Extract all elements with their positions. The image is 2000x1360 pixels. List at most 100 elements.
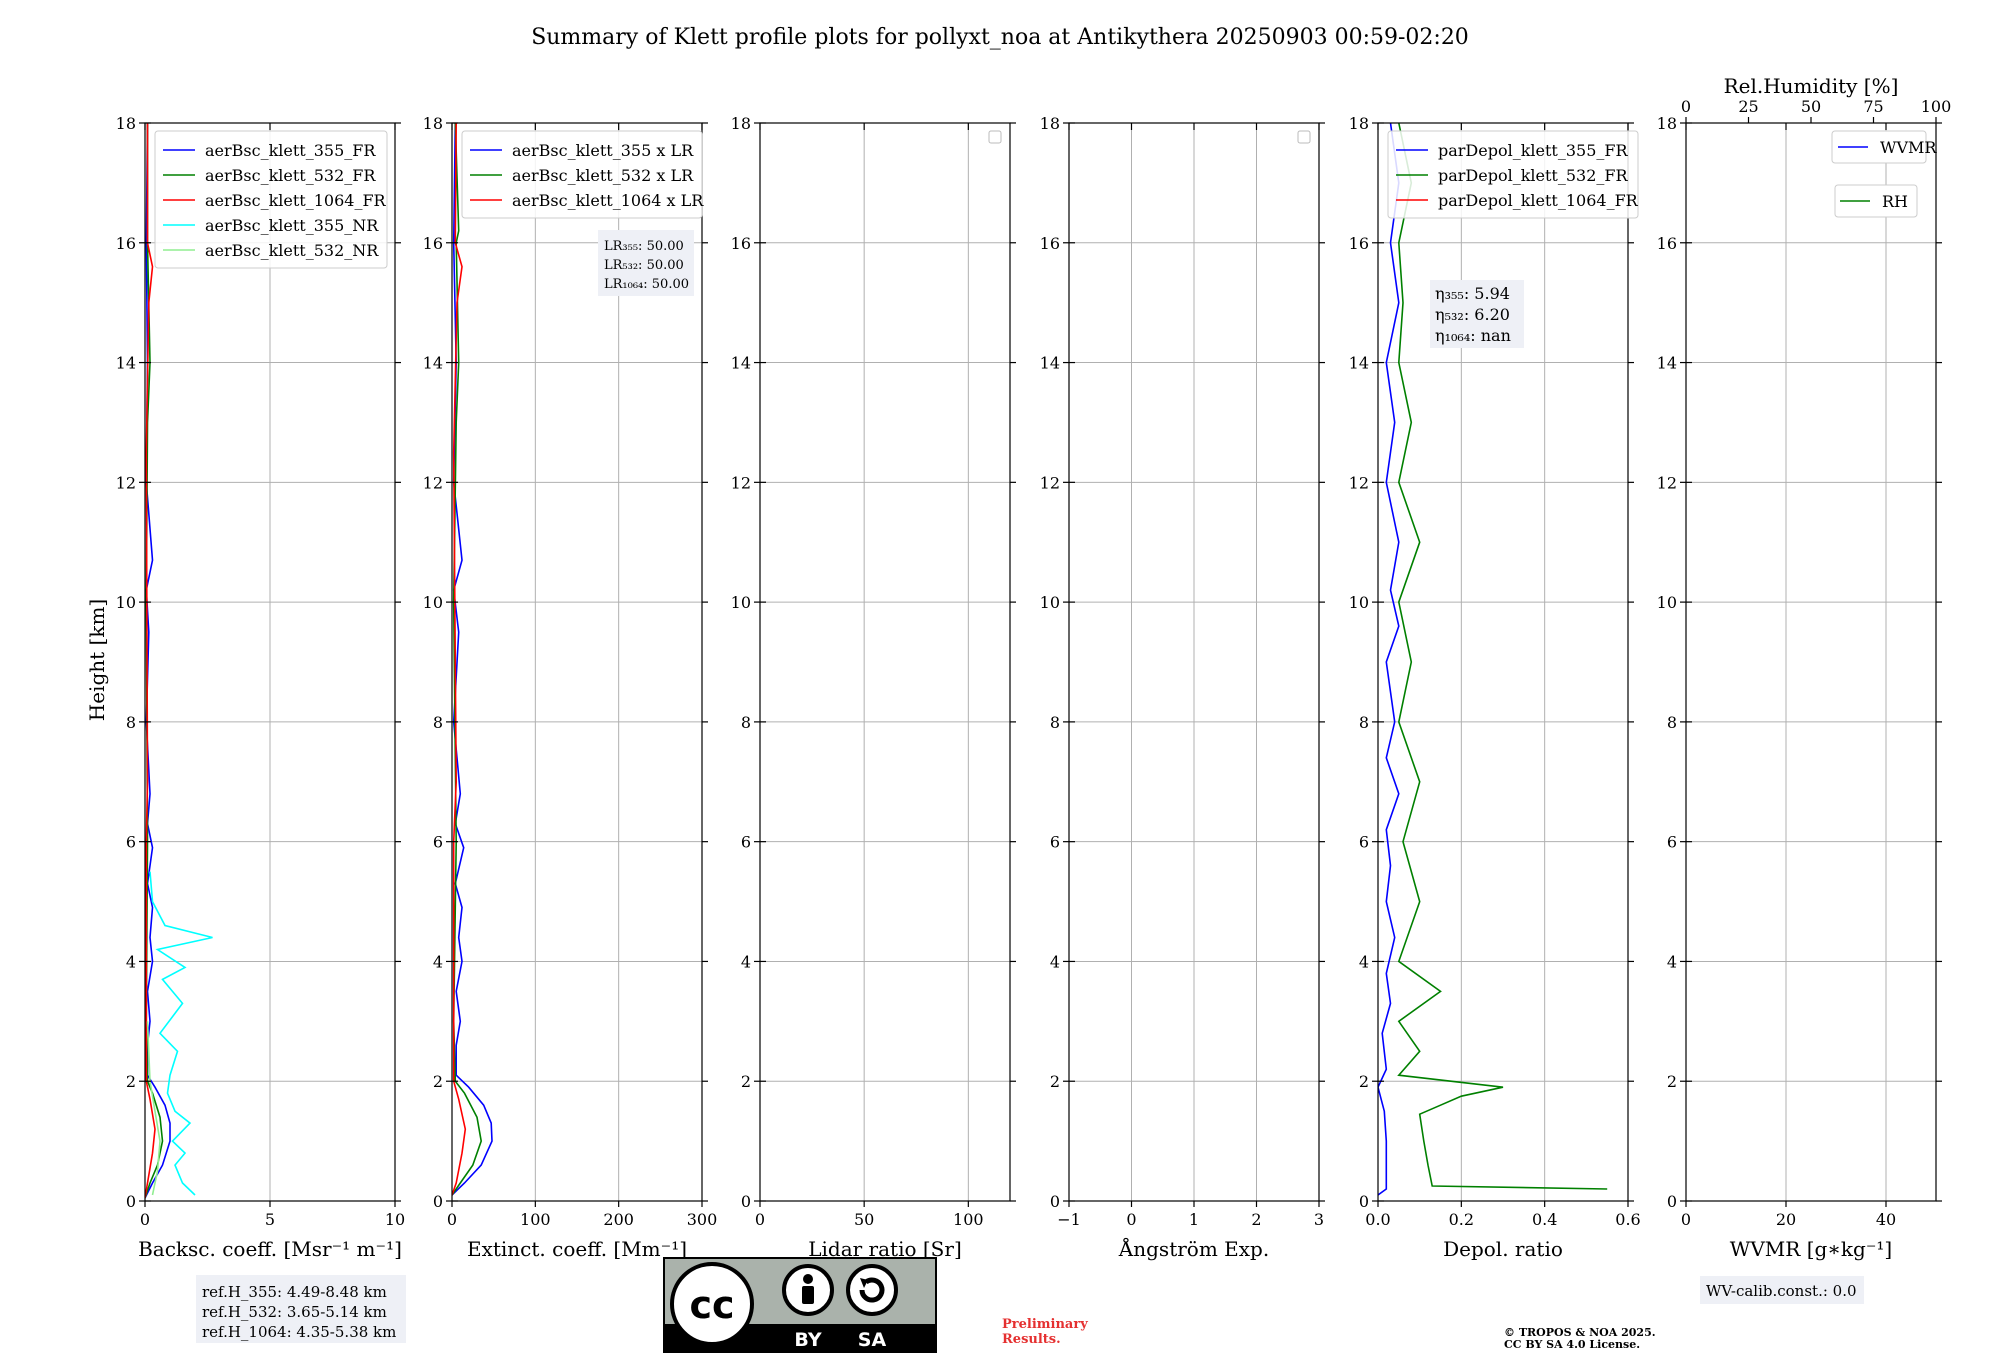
y-tick-label: 6 xyxy=(126,833,136,852)
eta-value: η₅₃₂: 6.20 xyxy=(1435,305,1510,324)
x-tick-label: 1 xyxy=(1189,1210,1199,1229)
y-tick-label: 10 xyxy=(1657,593,1677,612)
cc-logo-text: cc xyxy=(689,1283,734,1327)
legend: aerBsc_klett_355 x LR aerBsc_klett_532 x … xyxy=(461,130,704,219)
legend-entry: parDepol_klett_1064_FR xyxy=(1438,191,1639,210)
y-tick-label: 18 xyxy=(116,114,136,133)
legend-entry: parDepol_klett_532_FR xyxy=(1438,166,1629,185)
y-tick-label: 16 xyxy=(116,234,136,253)
y-tick-label: 2 xyxy=(1667,1072,1677,1091)
lidar-ratio-box-bg xyxy=(598,230,694,296)
y-tick-label: 14 xyxy=(1349,354,1369,373)
legend-entry: aerBsc_klett_355 x LR xyxy=(512,141,694,160)
axes-frame xyxy=(451,122,703,1202)
y-tick-label: 16 xyxy=(423,234,443,253)
series-group xyxy=(1378,123,1608,1196)
wv-calib-text: WV-calib.const.: 0.0 xyxy=(1706,1282,1857,1300)
y-tick-label: 0 xyxy=(1050,1192,1060,1211)
y-axis-label: Height [km] xyxy=(85,599,109,721)
y-tick-label: 18 xyxy=(423,114,443,133)
legend-entry: WVMR xyxy=(1880,138,1937,157)
x-tick-label: 100 xyxy=(520,1210,551,1229)
y-tick-label: 8 xyxy=(1050,713,1060,732)
top-x-axis-label: Rel.Humidity [%] xyxy=(1724,74,1899,98)
y-tick-label: 6 xyxy=(1667,833,1677,852)
ref-height-box: ref.H_355: 4.49-8.48 km ref.H_532: 3.65-… xyxy=(196,1275,406,1343)
y-tick-label: 0 xyxy=(1359,1192,1369,1211)
x-tick-label: 3 xyxy=(1314,1210,1324,1229)
y-tick-label: 6 xyxy=(1050,833,1060,852)
series-line-aerBsc_klett_355_FR xyxy=(145,123,171,1199)
legend-entry: aerBsc_klett_532_NR xyxy=(205,241,379,260)
x-tick-label: 100 xyxy=(953,1210,984,1229)
copyright-line-2: CC BY SA 4.0 License. xyxy=(1504,1338,1640,1351)
x-axis-label: Extinct. coeff. [Mm⁻¹] xyxy=(467,1237,687,1261)
x-axis-label: Depol. ratio xyxy=(1443,1237,1563,1261)
top-x-tick-label: 100 xyxy=(1921,97,1952,116)
legend-entry: aerBsc_klett_532_FR xyxy=(205,166,376,185)
x-tick-label: 10 xyxy=(385,1210,405,1229)
x-tick-label: 200 xyxy=(603,1210,634,1229)
y-tick-label: 6 xyxy=(433,833,443,852)
series-line-parDepol_klett_355_FR xyxy=(1378,123,1400,1196)
y-tick-label: 4 xyxy=(1667,952,1677,971)
y-tick-label: 4 xyxy=(741,952,751,971)
y-tick-label: 16 xyxy=(1657,234,1677,253)
x-axis-label: Ångström Exp. xyxy=(1118,1236,1269,1261)
lidar-ratio-value: LR₅₃₂: 50.00 xyxy=(604,258,684,273)
legend-box xyxy=(461,130,703,219)
top-x-tick-label: 75 xyxy=(1863,97,1883,116)
legend-entry: aerBsc_klett_355_FR xyxy=(205,141,376,160)
legend-box xyxy=(1831,130,1927,164)
y-tick-label: 12 xyxy=(116,473,136,492)
lidar-ratio-box: LR₃₅₅: 50.00 LR₅₃₂: 50.00 LR₁₀₆₄: 50.00 xyxy=(598,230,694,296)
x-tick-label: 0.0 xyxy=(1365,1210,1390,1229)
y-tick-label: 4 xyxy=(1050,952,1060,971)
x-tick-label: 0 xyxy=(447,1210,457,1229)
y-tick-label: 8 xyxy=(1667,713,1677,732)
x-tick-label: 0.6 xyxy=(1615,1210,1640,1229)
y-tick-label: 4 xyxy=(1359,952,1369,971)
y-tick-label: 8 xyxy=(433,713,443,732)
series-line-aerBsc_klett_355_NR xyxy=(149,871,213,1196)
y-tick-label: 6 xyxy=(1359,833,1369,852)
preliminary-line-2: Results. xyxy=(1002,1332,1061,1347)
x-tick-label: 50 xyxy=(854,1210,874,1229)
y-tick-label: 0 xyxy=(433,1192,443,1211)
y-tick-label: 8 xyxy=(126,713,136,732)
empty-legend-box xyxy=(1297,130,1311,144)
x-tick-label: 40 xyxy=(1876,1210,1896,1229)
cc-sa-label: SA xyxy=(858,1329,887,1351)
eta-box-bg xyxy=(1430,280,1524,348)
ref-height-355: ref.H_355: 4.49-8.48 km xyxy=(202,1283,387,1301)
top-x-tick-label: 50 xyxy=(1801,97,1821,116)
y-tick-label: 0 xyxy=(126,1192,136,1211)
sa-share-icon xyxy=(846,1264,898,1316)
series-line-aerBsc_klett_532 x LR xyxy=(452,123,483,1196)
y-tick-label: 12 xyxy=(1040,473,1060,492)
legend-entry: RH xyxy=(1882,192,1908,211)
legend-entry: aerBsc_klett_532 x LR xyxy=(512,166,694,185)
x-tick-label: 0.2 xyxy=(1449,1210,1474,1229)
top-x-tick-label: 0 xyxy=(1681,97,1691,116)
y-tick-label: 14 xyxy=(731,354,751,373)
series-group xyxy=(452,123,493,1196)
legend-entry: aerBsc_klett_1064 x LR xyxy=(512,191,704,210)
copyright-line-1: © TROPOS & NOA 2025. xyxy=(1504,1326,1656,1339)
y-tick-label: 2 xyxy=(1050,1072,1060,1091)
ref-height-box-bg xyxy=(196,1275,406,1343)
ref-height-532: ref.H_532: 3.65-5.14 km xyxy=(202,1303,387,1321)
y-tick-label: 16 xyxy=(731,234,751,253)
x-tick-label: 0 xyxy=(755,1210,765,1229)
x-axis-label: Backsc. coeff. [Msr⁻¹ m⁻¹] xyxy=(138,1237,402,1261)
cc-by-label: BY xyxy=(794,1329,821,1351)
cc-license-logo: cc BY SA xyxy=(663,1257,937,1353)
figure-title: Summary of Klett profile plots for polly… xyxy=(531,25,1469,50)
y-tick-label: 18 xyxy=(1657,114,1677,133)
series-group xyxy=(145,123,213,1199)
legend-box xyxy=(154,130,388,269)
cc-circle-icon xyxy=(670,1262,754,1346)
